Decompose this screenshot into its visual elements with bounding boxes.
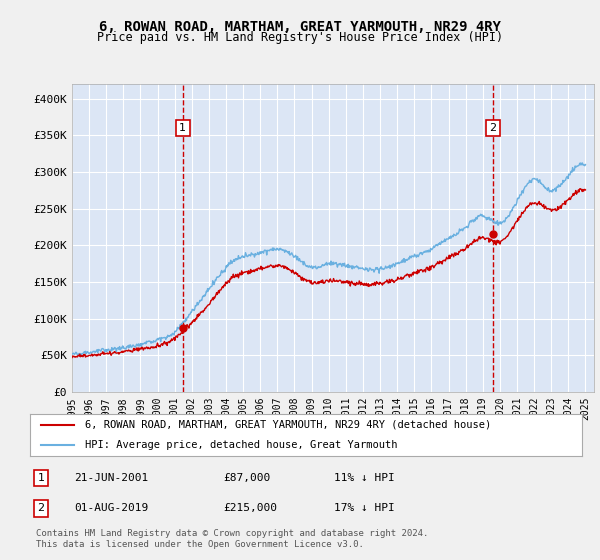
- Text: Contains HM Land Registry data © Crown copyright and database right 2024.
This d: Contains HM Land Registry data © Crown c…: [36, 529, 428, 549]
- Text: £87,000: £87,000: [223, 473, 271, 483]
- Text: 01-AUG-2019: 01-AUG-2019: [74, 503, 148, 514]
- Text: 1: 1: [179, 123, 186, 133]
- Text: 6, ROWAN ROAD, MARTHAM, GREAT YARMOUTH, NR29 4RY: 6, ROWAN ROAD, MARTHAM, GREAT YARMOUTH, …: [99, 20, 501, 34]
- Text: 2: 2: [489, 123, 496, 133]
- Text: 1: 1: [38, 473, 44, 483]
- Text: HPI: Average price, detached house, Great Yarmouth: HPI: Average price, detached house, Grea…: [85, 440, 398, 450]
- Text: 2: 2: [37, 503, 44, 514]
- Text: 21-JUN-2001: 21-JUN-2001: [74, 473, 148, 483]
- Text: 11% ↓ HPI: 11% ↓ HPI: [334, 473, 394, 483]
- Text: 6, ROWAN ROAD, MARTHAM, GREAT YARMOUTH, NR29 4RY (detached house): 6, ROWAN ROAD, MARTHAM, GREAT YARMOUTH, …: [85, 420, 491, 430]
- Text: 17% ↓ HPI: 17% ↓ HPI: [334, 503, 394, 514]
- Text: £215,000: £215,000: [223, 503, 277, 514]
- Text: Price paid vs. HM Land Registry's House Price Index (HPI): Price paid vs. HM Land Registry's House …: [97, 31, 503, 44]
